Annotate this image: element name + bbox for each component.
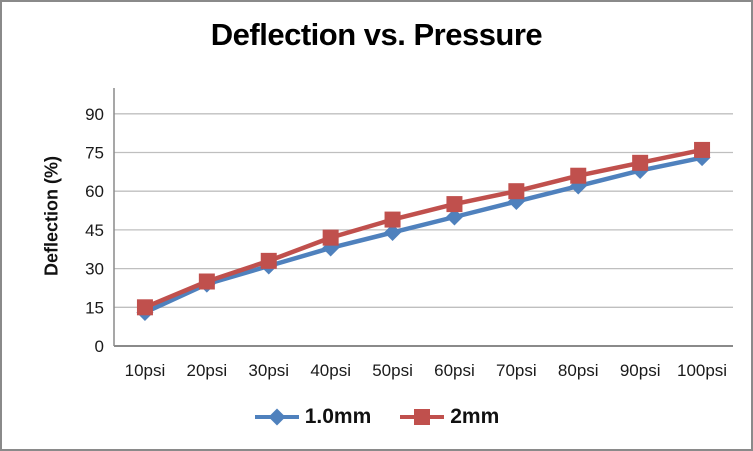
- y-tick-label: 60: [85, 182, 104, 201]
- y-tick-label: 45: [85, 221, 104, 240]
- data-point-marker-2mm: [694, 141, 711, 158]
- x-tick-label: 100psi: [677, 361, 727, 380]
- data-point-marker-2mm: [260, 252, 277, 269]
- data-point-marker-1.0mm: [445, 208, 463, 226]
- x-tick-label: 70psi: [496, 361, 537, 380]
- y-tick-label: 90: [85, 105, 104, 124]
- series-line-1.0mm: [144, 155, 703, 315]
- x-tick-label: 20psi: [187, 361, 228, 380]
- legend-label: 2mm: [450, 405, 500, 428]
- data-point-marker-1.0mm: [384, 223, 402, 241]
- legend-sample-marker: [268, 408, 286, 426]
- y-tick-label: 15: [85, 298, 104, 317]
- x-tick-label: 60psi: [434, 361, 475, 380]
- data-point-marker-2mm: [446, 196, 463, 213]
- data-point-marker-2mm: [384, 211, 401, 228]
- legend: 1.0mm 2mm: [2, 399, 751, 435]
- x-tick-label: 50psi: [372, 361, 413, 380]
- series-1.0mm: [136, 149, 711, 321]
- legend-marker-square-icon: [400, 409, 445, 425]
- y-tick-label: 0: [95, 337, 104, 356]
- chart-title: Deflection vs. Pressure: [210, 17, 543, 52]
- legend-item-1.0mm: 1.0mm: [254, 405, 372, 429]
- series-line-2mm: [144, 147, 703, 310]
- legend-marker-diamond-icon: [254, 408, 299, 426]
- data-point-marker-2mm: [632, 154, 649, 171]
- x-tick-label: 40psi: [310, 361, 351, 380]
- data-point-marker-2mm: [136, 299, 153, 316]
- legend-label: 1.0mm: [304, 405, 372, 428]
- data-point-marker-2mm: [322, 229, 339, 246]
- series-2mm: [136, 141, 711, 316]
- x-tick-label: 80psi: [558, 361, 599, 380]
- data-point-marker-2mm: [508, 183, 525, 200]
- data-point-marker-2mm: [570, 167, 587, 184]
- y-tick-label: 30: [85, 260, 104, 279]
- x-tick-label: 10psi: [125, 361, 166, 380]
- data-point-marker-2mm: [198, 273, 215, 290]
- legend-sample-marker: [414, 409, 431, 425]
- legend-item-2mm: 2mm: [399, 405, 499, 429]
- x-tick-label: 30psi: [248, 361, 289, 380]
- y-tick-label: 75: [85, 144, 104, 163]
- x-tick-label: 90psi: [620, 361, 661, 380]
